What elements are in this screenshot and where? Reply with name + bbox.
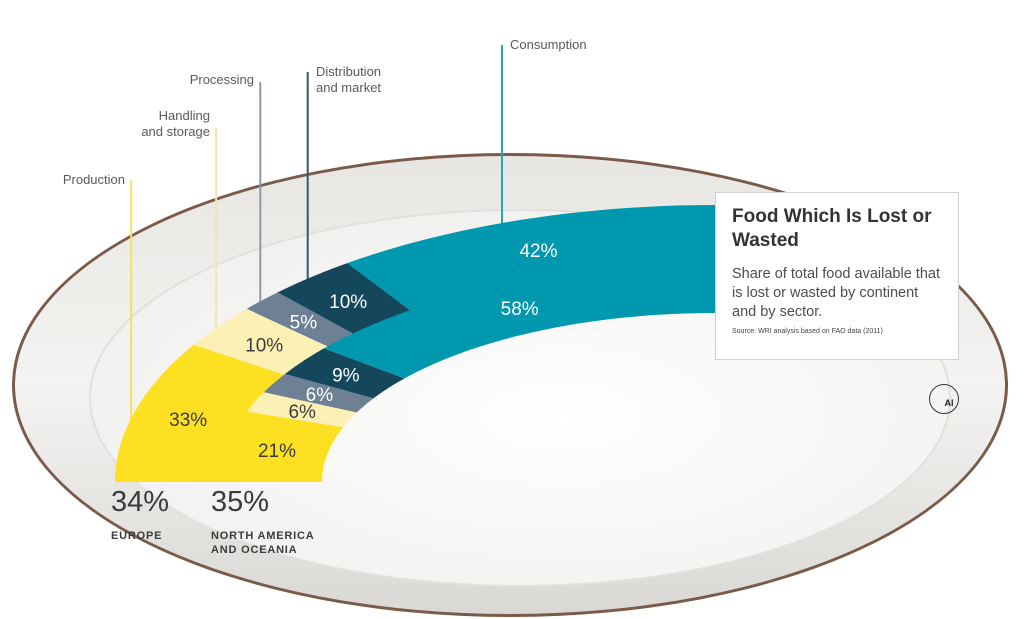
arc-north-america-production xyxy=(220,411,344,482)
category-label-consumption: Consumption xyxy=(510,37,587,52)
arc-label-north-america-processing: 6% xyxy=(306,385,334,406)
chart-source: Source: WRI analysis based on FAO data (… xyxy=(732,328,883,335)
north-america-label: NORTH AMERICA AND OCEANIA xyxy=(211,530,315,556)
arc-label-europe-processing: 5% xyxy=(290,312,318,333)
arc-europe-handling xyxy=(193,308,333,377)
brand-logo: AI xyxy=(929,384,959,414)
arc-north-america-distribution xyxy=(285,348,405,399)
category-label-handling: Handling and storage xyxy=(141,108,210,139)
arc-north-america-handling xyxy=(246,392,357,428)
arc-europe-consumption xyxy=(347,205,715,314)
europe-label: EUROPE xyxy=(111,530,163,542)
arc-label-europe-handling: 10% xyxy=(245,335,283,356)
arc-label-europe-distribution: 10% xyxy=(329,292,367,313)
info-box: Food Which Is Lost or Wasted Share of to… xyxy=(715,192,959,360)
chart-title: Food Which Is Lost or Wasted xyxy=(732,206,932,251)
arc-north-america-consumption xyxy=(323,264,715,379)
chart-subtitle: Share of total food available that is lo… xyxy=(732,266,940,320)
arc-labels: 33%10%5%10%42%21%6%6%9%58% xyxy=(169,241,557,462)
arc-north-america-processing xyxy=(263,374,374,413)
brand-logo-text: AI xyxy=(944,398,954,408)
north-america-total: 35% xyxy=(211,486,270,518)
category-label-processing: Processing xyxy=(189,72,254,87)
chart-arcs xyxy=(115,205,715,482)
leader-lines xyxy=(130,45,503,424)
arc-europe-production xyxy=(115,344,290,482)
arc-label-europe-production: 33% xyxy=(169,410,207,431)
arc-europe-distribution xyxy=(277,263,415,337)
arc-label-north-america-consumption: 58% xyxy=(501,299,539,320)
europe-total: 34% xyxy=(111,486,170,518)
category-label-distribution: Distribution and market xyxy=(316,64,382,95)
arc-label-north-america-production: 21% xyxy=(258,441,296,462)
arc-europe-processing xyxy=(246,292,358,349)
arc-label-north-america-distribution: 9% xyxy=(332,366,360,387)
arc-label-europe-consumption: 42% xyxy=(519,241,557,262)
category-label-production: Production xyxy=(62,172,125,187)
arc-label-north-america-handling: 6% xyxy=(288,402,316,423)
